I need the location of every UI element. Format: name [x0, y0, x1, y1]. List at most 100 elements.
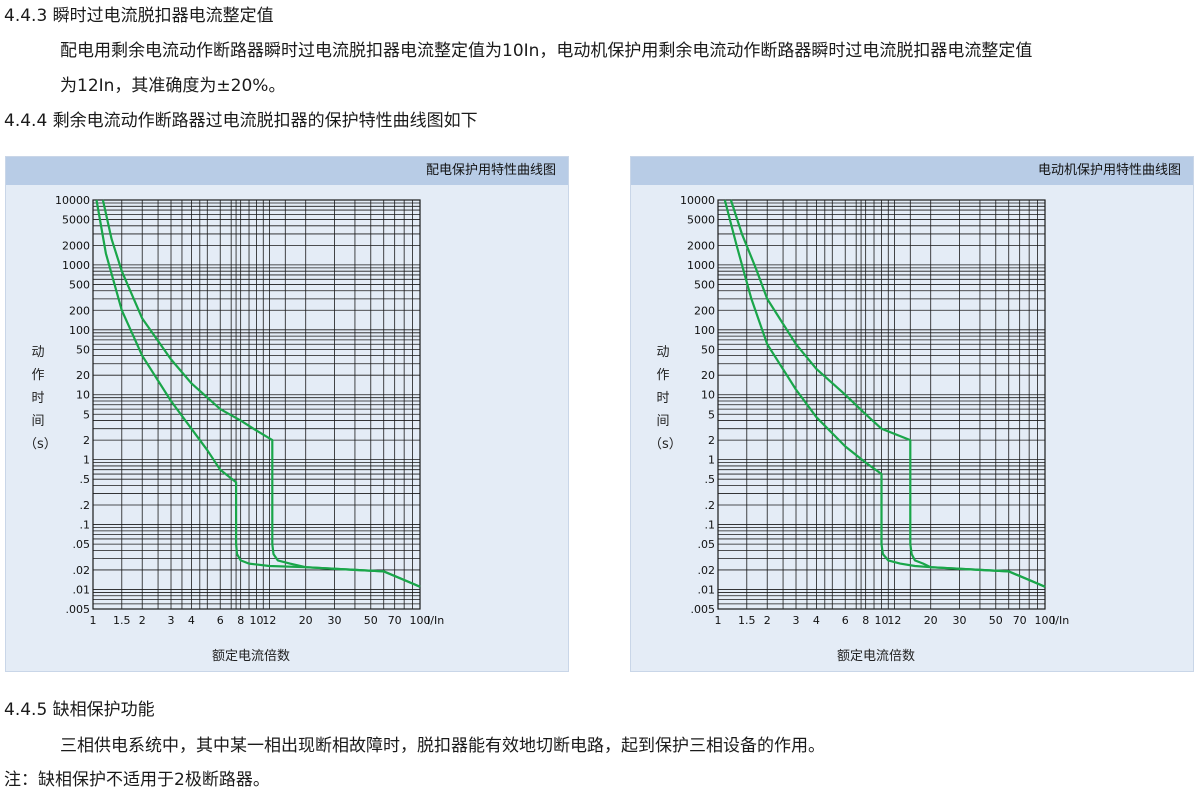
y-tick-label: .1 [705, 519, 716, 532]
y-axis-label-char: 时 [31, 391, 45, 406]
y-tick-label: 2 [708, 434, 715, 447]
y-tick-label: .5 [705, 473, 716, 486]
characteristic-curve [723, 199, 1046, 588]
y-axis-label-char: 作 [656, 368, 670, 383]
heading-4-4-3: 4.4.3 瞬时过电流脱扣器电流整定值 [4, 6, 274, 26]
y-tick-label: 100 [694, 324, 715, 337]
y-axis-label-char: （s） [24, 437, 57, 452]
y-tick-label: 10 [76, 389, 90, 402]
y-tick-label: .05 [73, 538, 91, 551]
y-tick-label: 50 [701, 343, 715, 356]
y-tick-label: .1 [80, 519, 91, 532]
heading-4-4-5: 4.4.5 缺相保护功能 [4, 700, 155, 720]
chart-title: 电动机保护用特性曲线图 [1037, 163, 1181, 178]
x-tick-label: 2 [764, 614, 771, 627]
y-tick-label: 1 [708, 454, 715, 467]
characteristic-curve [729, 199, 1046, 588]
y-tick-label: .02 [698, 564, 716, 577]
y-axis-label-char: 作 [31, 368, 45, 383]
y-tick-label: 2000 [62, 239, 90, 252]
chart-header: 电动机保护用特性曲线图 [631, 157, 1193, 185]
x-tick-label: 70 [388, 614, 402, 627]
x-tick-label: 1 [90, 614, 97, 627]
y-axis-label: 动 作 时 间 （s） [649, 341, 682, 456]
grid [92, 199, 421, 610]
y-axis-label-char: 时 [656, 391, 670, 406]
y-axis-label: 动 作 时 间 （s） [24, 341, 57, 456]
paragraph-4-4-5: 三相供电系统中，其中某一相出现断相故障时，脱扣器能有效地切断电路，起到保护三相设… [60, 736, 825, 756]
y-tick-label: 10000 [680, 194, 715, 207]
y-tick-label: 1000 [687, 259, 715, 272]
y-tick-label: 5 [708, 408, 715, 421]
y-tick-label: 2 [83, 434, 90, 447]
y-tick-label: 500 [694, 278, 715, 291]
paragraph-4-4-3-line-2: 为12In，其准确度为±20%。 [60, 76, 286, 96]
y-tick-label: 200 [694, 304, 715, 317]
x-tick-label: 8 [237, 614, 244, 627]
x-tick-label: 1.5 [738, 614, 756, 627]
characteristic-chart-motor: 10000500020001000500200100502010521.5.2.… [680, 194, 1069, 627]
chart-panel-motor: 电动机保护用特性曲线图 10000 5000 2000 1000 500 200 100 50… [630, 156, 1194, 672]
y-tick-label: 500 [69, 278, 90, 291]
chart-title: 配电保护用特性曲线图 [425, 163, 556, 178]
grid [717, 199, 1046, 610]
y-axis-label-char: 动 [656, 345, 670, 360]
plot-frame [717, 199, 1046, 610]
x-tick-label: 70 [1013, 614, 1027, 627]
x-axis-unit-label: I/In [427, 614, 444, 627]
y-axis-label-char: 间 [656, 414, 670, 429]
x-tick-label: 12 [887, 614, 901, 627]
y-tick-label: .2 [80, 499, 91, 512]
x-tick-label: 10 [250, 614, 264, 627]
characteristic-curve [101, 199, 421, 588]
x-tick-label: 100 [1035, 614, 1056, 627]
y-tick-label: 20 [76, 369, 90, 382]
x-tick-label: 30 [953, 614, 967, 627]
x-tick-label: 8 [862, 614, 869, 627]
y-tick-label: 5000 [687, 214, 715, 227]
y-tick-label: 200 [69, 304, 90, 317]
x-axis-label: 额定电流倍数 [212, 649, 291, 664]
note: 注：缺相保护不适用于2极断路器。 [4, 770, 270, 790]
y-tick-label: 1000 [62, 259, 90, 272]
x-tick-label: 20 [924, 614, 938, 627]
x-tick-label: 1 [715, 614, 722, 627]
characteristic-curve [95, 199, 421, 588]
chart-panel-distribution: 配电保护用特性曲线图 10000 5000 2000 1000 500 200 100 50 2… [5, 156, 569, 672]
y-axis-label-char: 动 [31, 345, 45, 360]
x-tick-label: 6 [217, 614, 224, 627]
x-tick-label: 4 [813, 614, 820, 627]
x-axis-unit-label: I/In [1052, 614, 1069, 627]
y-tick-label: 10000 [55, 194, 90, 207]
y-tick-label: .2 [705, 499, 716, 512]
y-tick-label: 20 [701, 369, 715, 382]
y-tick-label: 50 [76, 343, 90, 356]
x-tick-label: 12 [262, 614, 276, 627]
x-tick-label: 10 [875, 614, 889, 627]
chart-header: 配电保护用特性曲线图 [6, 157, 568, 185]
x-tick-label: 3 [793, 614, 800, 627]
x-tick-label: 1.5 [113, 614, 131, 627]
y-tick-label: .02 [73, 564, 91, 577]
y-tick-label: 5000 [62, 214, 90, 227]
x-tick-label: 50 [989, 614, 1003, 627]
y-tick-label: .005 [66, 603, 91, 616]
heading-4-4-4: 4.4.4 剩余电流动作断路器过电流脱扣器的保护特性曲线图如下 [4, 111, 478, 131]
y-tick-label: .005 [691, 603, 716, 616]
characteristic-chart-distribution: 10000500020001000500200100502010521.5.2.… [55, 194, 444, 627]
x-tick-label: 3 [168, 614, 175, 627]
y-tick-label: .01 [698, 584, 716, 597]
y-axis-label-char: （s） [649, 437, 682, 452]
x-tick-label: 2 [139, 614, 146, 627]
x-tick-label: 4 [188, 614, 195, 627]
x-axis-label: 额定电流倍数 [837, 649, 916, 664]
x-tick-label: 6 [842, 614, 849, 627]
plot-frame [92, 199, 421, 610]
y-tick-label: 100 [69, 324, 90, 337]
y-tick-label: 5 [83, 408, 90, 421]
y-tick-label: 2000 [687, 239, 715, 252]
x-tick-label: 50 [364, 614, 378, 627]
y-tick-label: .05 [698, 538, 716, 551]
x-tick-label: 100 [410, 614, 431, 627]
y-tick-label: .5 [80, 473, 91, 486]
